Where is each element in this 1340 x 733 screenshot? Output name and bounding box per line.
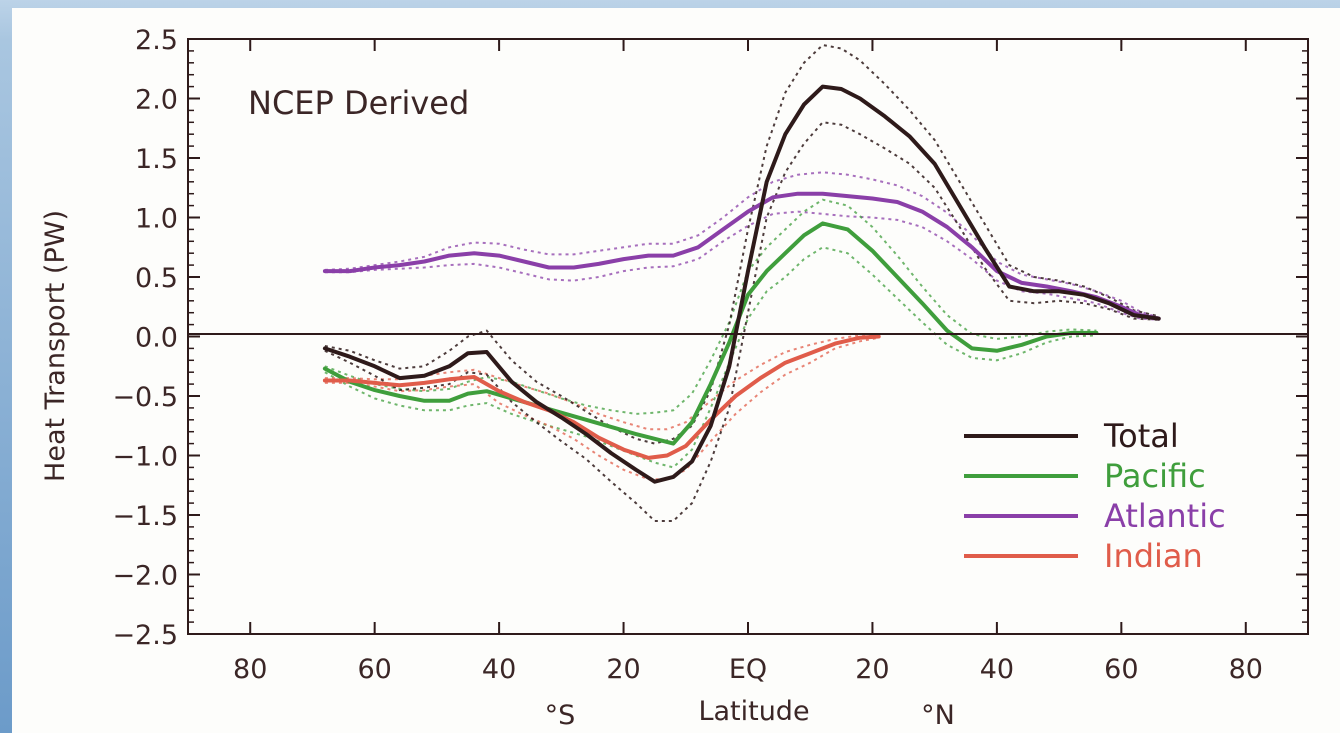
y-tick-label: 1.0	[135, 204, 178, 235]
x-tick-label: 60	[1104, 654, 1138, 685]
y-tick-label: −1.5	[112, 501, 178, 532]
legend-label-pacific: Pacific	[1104, 457, 1206, 495]
x-tick-label: 20	[855, 654, 889, 685]
atlantic-upper-bound	[324, 171, 1160, 319]
axis-ticks	[188, 38, 1308, 635]
chart-annotation: NCEP Derived	[248, 84, 469, 122]
series-curves	[322, 43, 1161, 522]
y-tick-labels: 2.5 2.0 1.5 1.0 0.5 0.0 −0.5 −1.0 −1.5 −2.0 −2.5	[112, 25, 178, 651]
legend-label-total: Total	[1103, 417, 1179, 455]
total-lower-bound	[324, 121, 1159, 522]
x-tick-label: EQ	[729, 654, 767, 685]
x-tick-label: 40	[980, 654, 1014, 685]
y-tick-label: −2.0	[112, 561, 178, 592]
pacific-line	[322, 221, 1099, 446]
indian-upper-bound	[324, 334, 879, 431]
x-tick-label: 80	[1229, 654, 1263, 685]
y-tick-label: −1.0	[112, 442, 178, 473]
indian-line	[322, 334, 881, 460]
total-line	[322, 84, 1161, 484]
x-hemisphere-north: °N	[921, 700, 955, 731]
x-tick-label: 60	[357, 654, 391, 685]
y-axis-title: Heat Transport (PW)	[40, 210, 71, 482]
legend-label-indian: Indian	[1104, 537, 1203, 575]
y-tick-label: 2.5	[135, 25, 178, 56]
x-tick-label: 80	[233, 654, 267, 685]
x-tick-label: 40	[482, 654, 516, 685]
x-tick-label: 20	[606, 654, 640, 685]
x-hemisphere-south: °S	[545, 700, 576, 731]
x-axis-title: Latitude	[698, 696, 809, 727]
y-tick-label: 0.0	[135, 323, 178, 354]
atlantic-line	[322, 191, 1161, 321]
y-tick-label: 0.5	[135, 263, 178, 294]
y-tick-label: 2.0	[135, 85, 178, 116]
y-tick-label: −2.5	[112, 620, 178, 651]
x-tick-labels: 80 60 40 20 EQ 20 40 60 80	[233, 654, 1263, 685]
heat-transport-chart: 2.5 2.0 1.5 1.0 0.5 0.0 −0.5 −1.0 −1.5 −2.0 −2.5 8…	[40, 25, 1309, 731]
legend-label-atlantic: Atlantic	[1104, 497, 1226, 535]
y-tick-label: 1.5	[135, 144, 178, 175]
chart-frame: 2.5 2.0 1.5 1.0 0.5 0.0 −0.5 −1.0 −1.5 −2.0 −2.5 8…	[12, 8, 1340, 733]
y-tick-label: −0.5	[112, 382, 178, 413]
indian-lower-bound	[324, 336, 879, 481]
pacific-upper-bound	[324, 198, 1097, 415]
